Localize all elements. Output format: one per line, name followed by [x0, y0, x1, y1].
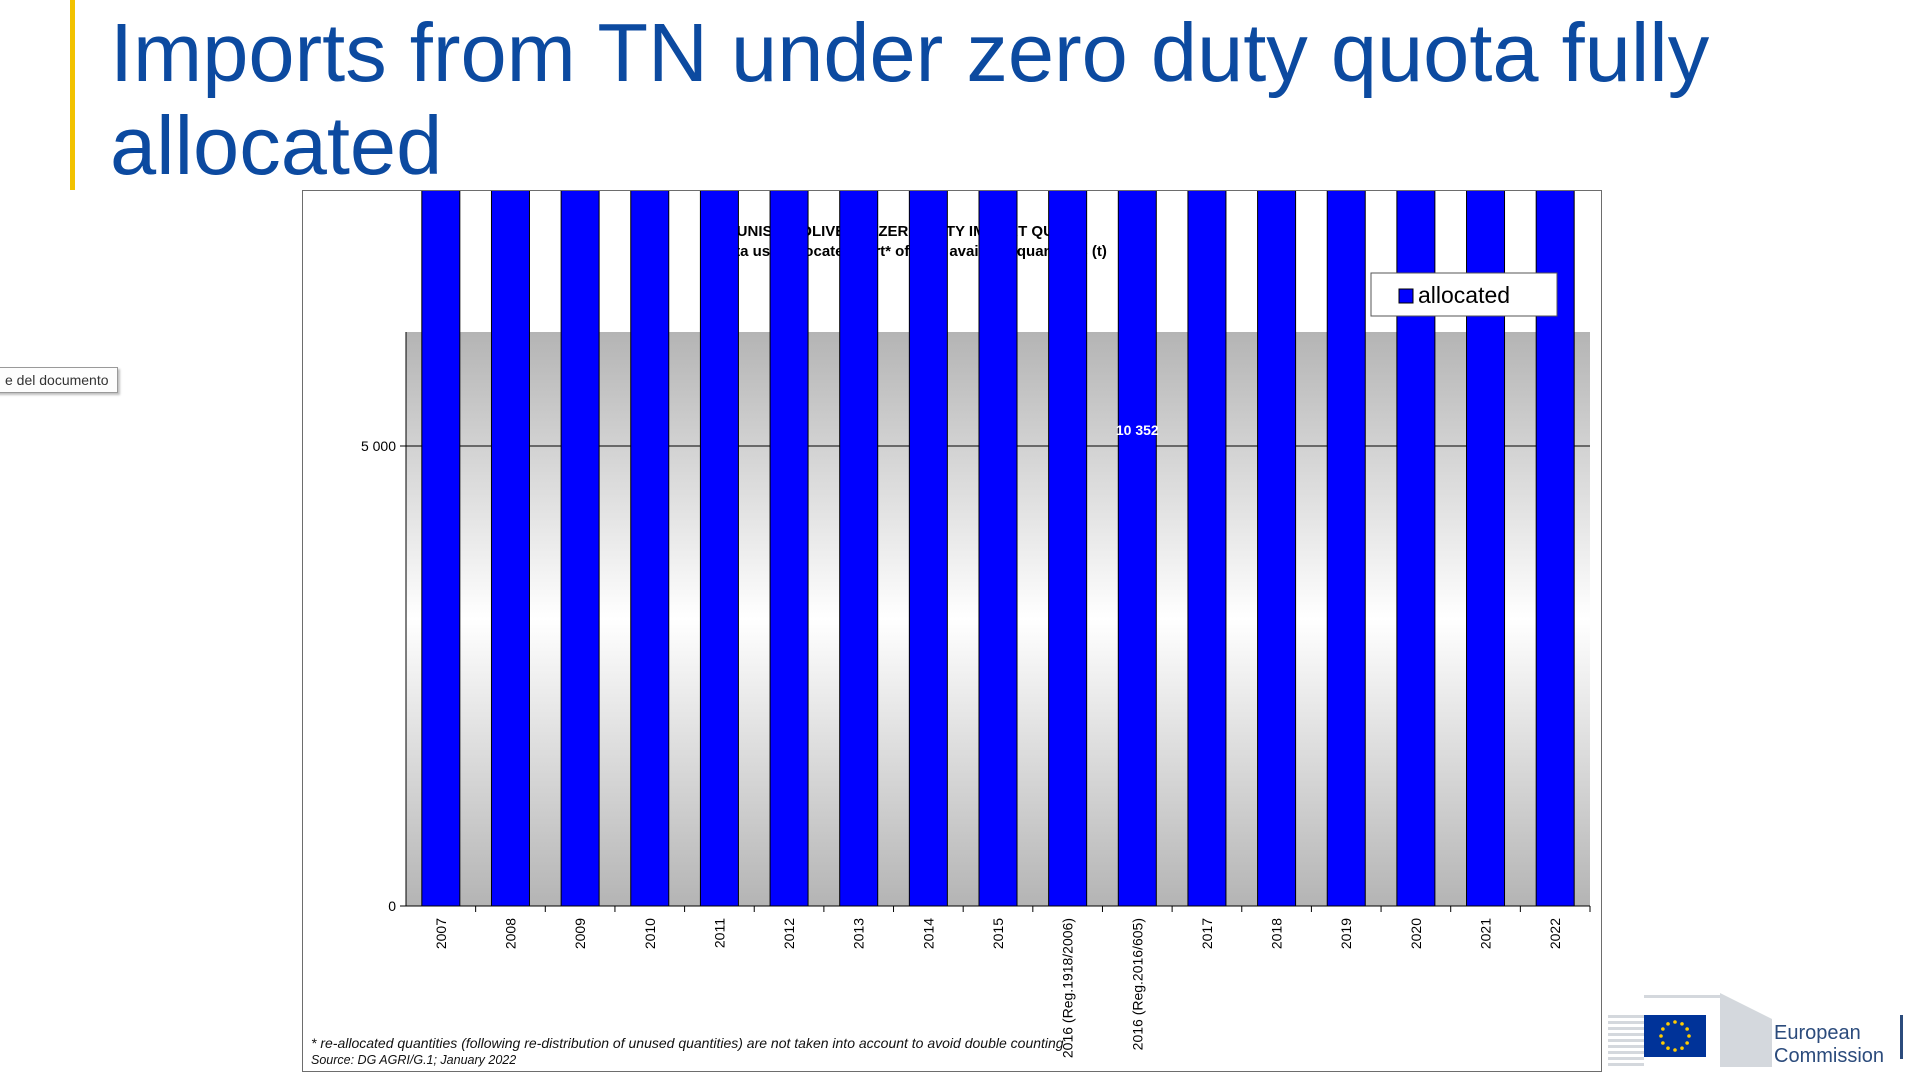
x-tick-label: 2021 — [1478, 918, 1494, 949]
y-tick-label: 5 000 — [361, 438, 396, 454]
bar-allocated — [1117, 191, 1157, 907]
data-label: 10 352 — [1116, 422, 1159, 438]
x-tick-label: 2013 — [851, 918, 867, 949]
bar-allocated — [769, 191, 809, 907]
x-tick-label: 2020 — [1408, 918, 1424, 949]
bar-allocated — [1187, 191, 1227, 907]
bar-allocated — [1326, 191, 1366, 907]
eu-star — [1666, 1046, 1670, 1050]
x-tick-label: 2019 — [1338, 918, 1354, 949]
bar-allocated — [908, 191, 948, 907]
eu-star — [1673, 1020, 1677, 1024]
bar-allocated — [1048, 191, 1088, 907]
x-tick-label: 2022 — [1547, 918, 1563, 949]
bar-allocated — [839, 191, 879, 907]
bar-allocated — [560, 191, 600, 907]
eu-star — [1680, 1022, 1684, 1026]
accent-bar — [70, 0, 75, 190]
eu-star — [1661, 1041, 1665, 1045]
x-tick-label: 2018 — [1269, 918, 1285, 949]
eu-star — [1673, 1048, 1677, 1052]
european-commission-wordmark: European Commission — [1774, 1022, 1884, 1068]
x-tick-label: 2014 — [920, 918, 936, 949]
legend-swatch-allocated — [1398, 288, 1414, 304]
eu-star — [1659, 1034, 1663, 1038]
eu-star — [1685, 1027, 1689, 1031]
eu-star — [1685, 1041, 1689, 1045]
bar-allocated — [978, 191, 1018, 907]
x-tick-label: 2010 — [642, 918, 658, 949]
chart-subtitle: Quota use: allocated part* of total avai… — [705, 243, 1107, 260]
bar-allocated — [699, 191, 739, 907]
x-tick-label: 2008 — [502, 918, 518, 949]
x-tick-label: 2016 (Reg.2016/605) — [1129, 918, 1145, 1050]
eu-star — [1666, 1022, 1670, 1026]
european-commission-logo — [1608, 985, 1904, 1071]
x-tick-label: 2012 — [781, 918, 797, 949]
eu-stars-icon — [1659, 1020, 1691, 1052]
chart-legend: allocated — [1370, 272, 1558, 317]
x-tick-label: 2015 — [990, 918, 1006, 949]
bar-allocated — [630, 191, 670, 907]
y-tick-label: 0 — [388, 898, 396, 914]
slide-title: Imports from TN under zero duty quota fu… — [110, 6, 1710, 192]
eu-star — [1680, 1046, 1684, 1050]
bar-allocated — [490, 191, 530, 907]
x-tick-label: 2007 — [433, 918, 449, 949]
x-tick-label: 2011 — [711, 918, 727, 948]
document-tooltip: e del documento — [0, 367, 118, 393]
quota-bar-chart: TUNISIA - OLIVE OIL ZERO DUTY IMPORT QUO… — [361, 191, 1591, 1058]
building-icon — [1608, 993, 1772, 1067]
chart-footnote: * re-allocated quantities (following re-… — [311, 1035, 1064, 1051]
logo-line-european: European — [1774, 1022, 1861, 1044]
x-tick-label: 2017 — [1199, 918, 1215, 949]
legend-label-allocated: allocated — [1418, 282, 1510, 308]
x-tick-label: 2016 (Reg.1918/2006) — [1060, 918, 1076, 1058]
chart-source: Source: DG AGRI/G.1; January 2022 — [311, 1053, 517, 1067]
logo-line-commission: Commission — [1774, 1045, 1885, 1067]
eu-star — [1687, 1034, 1691, 1038]
x-tick-label: 2009 — [572, 918, 588, 949]
logo-divider — [1900, 1015, 1903, 1059]
bar-allocated — [421, 191, 461, 907]
chart-frame: TUNISIA - OLIVE OIL ZERO DUTY IMPORT QUO… — [302, 190, 1602, 1072]
eu-star — [1661, 1027, 1665, 1031]
bar-allocated — [1257, 191, 1297, 907]
